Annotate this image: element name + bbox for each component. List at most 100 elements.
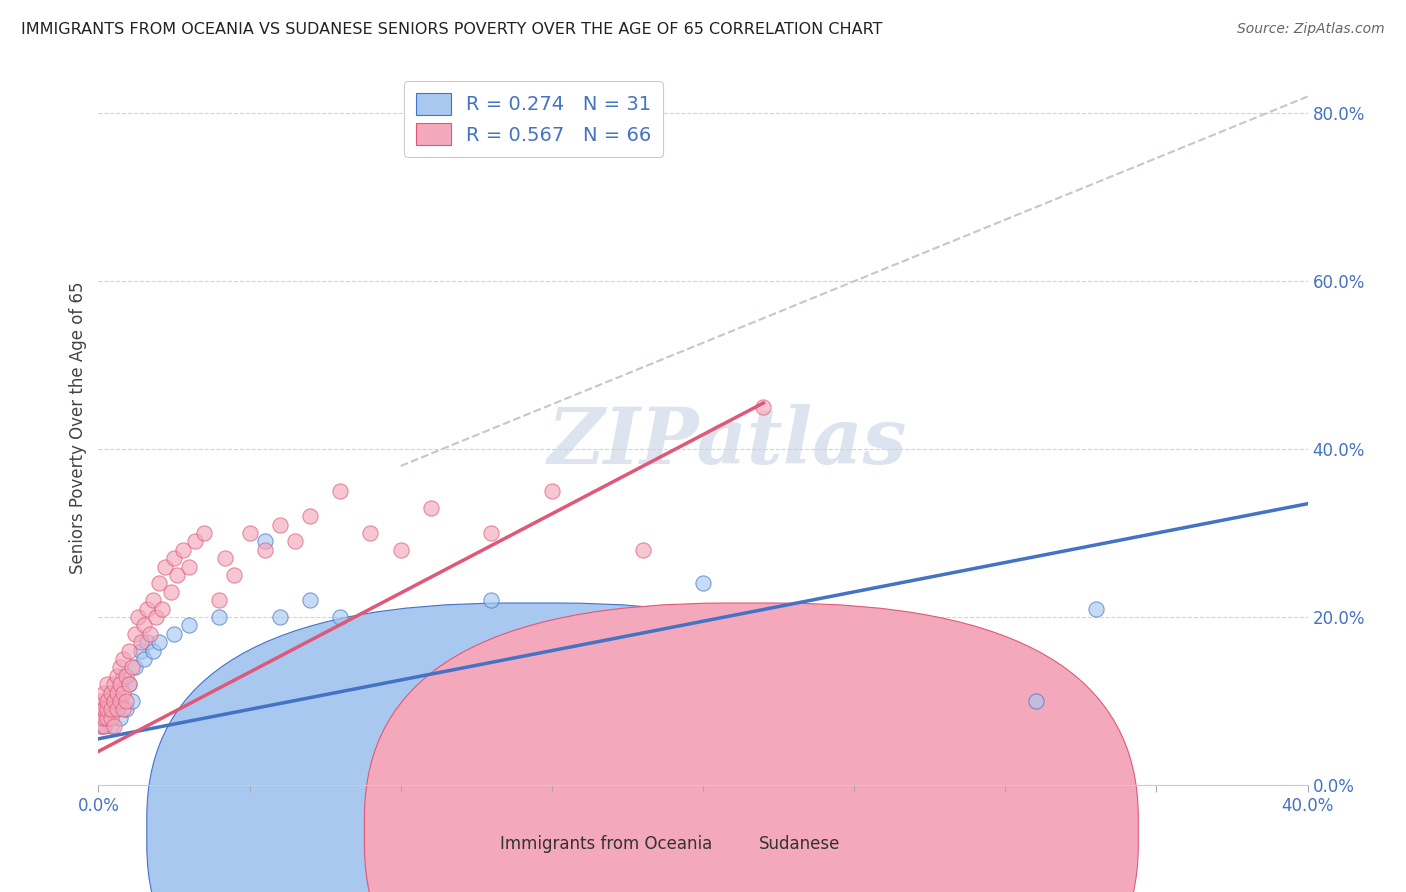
Point xyxy=(96,677,118,691)
Point xyxy=(329,610,352,624)
Legend: R = 0.274   N = 31, R = 0.567   N = 66: R = 0.274 N = 31, R = 0.567 N = 66 xyxy=(404,81,664,157)
Point xyxy=(114,669,136,683)
Point xyxy=(179,618,201,632)
Point xyxy=(93,711,115,725)
Point xyxy=(163,551,186,566)
Point xyxy=(100,702,122,716)
Point xyxy=(224,568,246,582)
Point xyxy=(105,685,128,699)
Point xyxy=(172,542,194,557)
Point xyxy=(389,542,412,557)
Point xyxy=(329,484,352,499)
Point xyxy=(118,643,141,657)
Point xyxy=(121,660,143,674)
Point xyxy=(153,559,176,574)
Point xyxy=(103,719,125,733)
Point xyxy=(105,694,128,708)
FancyBboxPatch shape xyxy=(364,603,1139,892)
Point xyxy=(100,719,122,733)
FancyBboxPatch shape xyxy=(146,603,921,892)
Point xyxy=(111,652,134,666)
Point xyxy=(90,702,112,716)
Point xyxy=(96,711,118,725)
Point xyxy=(108,677,131,691)
Point xyxy=(166,568,188,582)
Point xyxy=(132,618,155,632)
Point xyxy=(135,635,157,649)
Point xyxy=(752,400,775,414)
Point xyxy=(90,711,112,725)
Text: Source: ZipAtlas.com: Source: ZipAtlas.com xyxy=(1237,22,1385,37)
Point xyxy=(118,677,141,691)
Point xyxy=(1024,694,1046,708)
Point xyxy=(284,534,307,549)
Point xyxy=(132,652,155,666)
Text: ZIPatlas: ZIPatlas xyxy=(547,404,907,481)
Point xyxy=(108,660,131,674)
Point xyxy=(208,610,231,624)
Point xyxy=(127,610,149,624)
Point xyxy=(481,526,503,541)
Point xyxy=(93,719,115,733)
Point xyxy=(111,685,134,699)
Point xyxy=(90,694,112,708)
Text: Sudanese: Sudanese xyxy=(759,835,841,853)
Point xyxy=(93,702,115,716)
Point xyxy=(129,643,152,657)
Point xyxy=(96,694,118,708)
Point xyxy=(179,559,201,574)
Point xyxy=(93,719,115,733)
Point xyxy=(163,627,186,641)
Point xyxy=(208,593,231,607)
Point xyxy=(90,719,112,733)
Point xyxy=(481,593,503,607)
Point xyxy=(160,585,183,599)
Point xyxy=(148,576,170,591)
Point xyxy=(1085,601,1108,615)
Point xyxy=(93,685,115,699)
Point xyxy=(253,542,276,557)
Point xyxy=(121,694,143,708)
Point xyxy=(108,711,131,725)
Point xyxy=(269,517,291,532)
Point xyxy=(269,610,291,624)
Y-axis label: Seniors Poverty Over the Age of 65: Seniors Poverty Over the Age of 65 xyxy=(69,282,87,574)
Point xyxy=(253,534,276,549)
Point xyxy=(124,627,146,641)
Point xyxy=(100,685,122,699)
Point xyxy=(93,702,115,716)
Point xyxy=(100,711,122,725)
Point xyxy=(148,635,170,649)
Point xyxy=(299,593,322,607)
Point xyxy=(142,593,165,607)
Text: IMMIGRANTS FROM OCEANIA VS SUDANESE SENIORS POVERTY OVER THE AGE OF 65 CORRELATI: IMMIGRANTS FROM OCEANIA VS SUDANESE SENI… xyxy=(21,22,883,37)
Point xyxy=(142,643,165,657)
Point xyxy=(90,711,112,725)
Point xyxy=(111,669,134,683)
Point xyxy=(105,702,128,716)
Point xyxy=(692,576,714,591)
Point xyxy=(90,719,112,733)
Point xyxy=(108,694,131,708)
Point xyxy=(184,534,207,549)
Point xyxy=(96,711,118,725)
Point xyxy=(111,702,134,716)
Point xyxy=(193,526,215,541)
Point xyxy=(135,601,157,615)
Point xyxy=(631,542,654,557)
Point xyxy=(103,694,125,708)
Point xyxy=(96,694,118,708)
Point xyxy=(105,669,128,683)
Point xyxy=(103,702,125,716)
Point xyxy=(96,702,118,716)
Point xyxy=(145,610,167,624)
Point xyxy=(129,635,152,649)
Point xyxy=(103,677,125,691)
Point xyxy=(214,551,236,566)
Point xyxy=(540,484,562,499)
Point xyxy=(420,500,443,515)
Point xyxy=(114,702,136,716)
Point xyxy=(239,526,262,541)
Point xyxy=(360,526,382,541)
Point xyxy=(124,660,146,674)
